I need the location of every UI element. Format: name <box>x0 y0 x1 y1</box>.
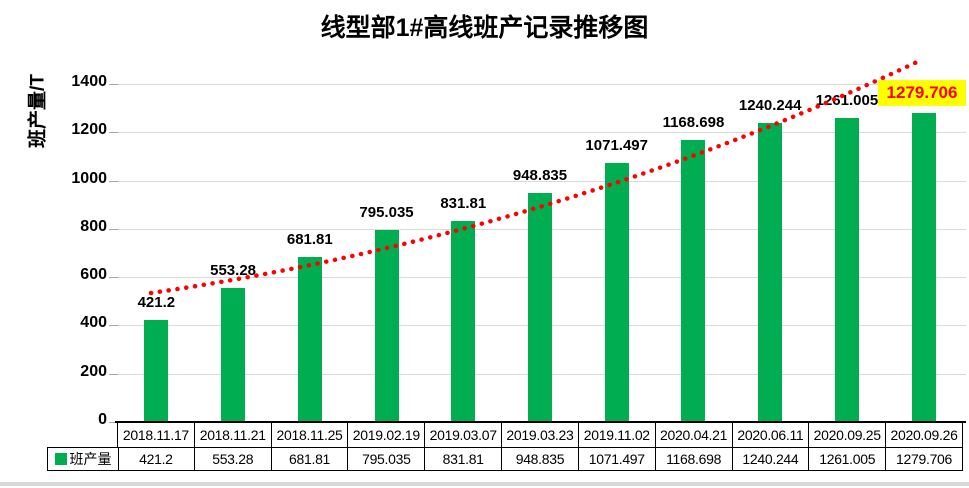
y-axis-tick-label: 200 <box>80 362 107 380</box>
y-axis-tickmark <box>109 325 118 327</box>
bar[interactable] <box>911 113 936 422</box>
bar-value-label: 1168.698 <box>662 113 725 131</box>
x-axis-line <box>115 421 966 423</box>
table-value-cell: 795.035 <box>347 447 426 471</box>
bar[interactable] <box>144 320 169 422</box>
y-axis-tickmark <box>109 373 118 375</box>
bar[interactable] <box>297 257 322 422</box>
table-row-values: 421.2 553.28 681.81 795.035 831.81 948.835 107… <box>117 447 963 471</box>
bar-value-label: 681.81 <box>286 231 333 249</box>
legend-label: 班产量 <box>69 451 112 467</box>
table-date-cell: 2020.09.26 <box>885 421 963 448</box>
table-date-cell: 2018.11.25 <box>270 421 349 448</box>
table-date-cell: 2019.11.02 <box>577 421 656 448</box>
table-date-cell: 2019.03.23 <box>501 421 579 448</box>
table-value-cell: 553.28 <box>193 447 272 471</box>
bar[interactable] <box>604 163 629 422</box>
legend-color-swatch-icon <box>54 453 67 465</box>
table-value-cell: 831.81 <box>424 447 503 471</box>
table-date-cell: 2020.06.11 <box>731 421 810 448</box>
chart-title: 线型部1#高线班产记录推移图 <box>320 14 649 42</box>
y-axis-tick-label: 1400 <box>71 73 107 90</box>
table-value-cell: 1261.005 <box>808 447 887 471</box>
bar[interactable] <box>758 122 783 422</box>
bar-value-label: 1071.497 <box>585 137 648 155</box>
table-date-cell: 2019.02.19 <box>347 421 426 448</box>
y-axis-tick-label: 0 <box>98 411 107 428</box>
table-value-cell: 1279.706 <box>885 447 963 471</box>
table-date-cell: 2019.03.07 <box>424 421 503 448</box>
y-axis-tick-label: 1200 <box>71 121 107 139</box>
bar[interactable] <box>834 117 859 422</box>
bar[interactable] <box>374 230 399 422</box>
y-axis-tick-label: 600 <box>80 266 107 284</box>
table-date-cell: 2020.09.25 <box>808 421 887 448</box>
table-date-cell: 2018.11.21 <box>193 421 272 448</box>
gridline <box>118 84 966 85</box>
bar[interactable] <box>528 192 552 422</box>
table-row-dates: 2018.11.17 2018.11.21 2018.11.25 2019.02.19… <box>117 421 963 448</box>
y-axis-tickmark <box>109 180 118 182</box>
bar[interactable] <box>221 288 246 422</box>
y-axis-tick-label: 400 <box>80 314 107 332</box>
table-date-cell: 2018.11.17 <box>117 421 195 448</box>
table-value-cell: 681.81 <box>270 447 349 471</box>
bar[interactable] <box>451 221 476 422</box>
table-value-cell: 1168.698 <box>654 447 733 471</box>
table-date-cell: 2020.04.21 <box>654 421 733 448</box>
table-value-cell: 1240.244 <box>731 447 810 471</box>
bar-value-label: 831.81 <box>440 195 487 213</box>
y-axis-tick-label: 1000 <box>71 169 107 187</box>
bar-value-label: 553.28 <box>210 262 257 280</box>
bar[interactable] <box>681 139 706 422</box>
y-axis-tickmark <box>109 277 118 279</box>
table-value-cell: 421.2 <box>117 447 195 471</box>
bottom-window-edge <box>0 482 969 486</box>
y-axis-tick-label: 800 <box>80 217 107 235</box>
bar-value-label: 421.2 <box>137 294 176 312</box>
y-axis-tickmark <box>109 84 118 85</box>
bar-value-label: 948.835 <box>512 166 568 184</box>
y-axis-tickmark <box>109 422 118 423</box>
table-value-cell: 1071.497 <box>577 447 656 471</box>
table-value-cell: 948.835 <box>501 447 579 471</box>
y-axis-tickmark <box>109 228 118 230</box>
bar-value-label: 1279.706 <box>878 80 966 107</box>
y-axis-tickmark <box>109 132 118 134</box>
legend-cell: 班产量 <box>47 447 119 471</box>
